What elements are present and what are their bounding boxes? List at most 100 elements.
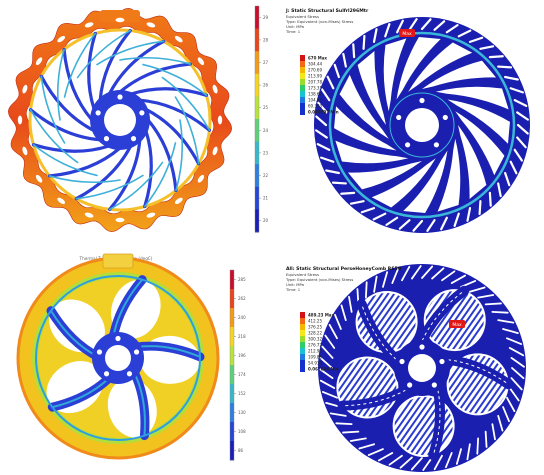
colorbar-segment: [255, 186, 259, 210]
legend-chip: [300, 360, 305, 366]
colorbar-segment: [230, 308, 234, 328]
colorbar-tick-label: 285: [238, 277, 246, 282]
thermal-top-panel: 29 28 27 26 25 24 23 22 21 20: [0, 0, 272, 240]
colorbar-segment: [230, 346, 234, 366]
stress-top-figure: J: Static Structural Sulfrl296Mtr Equiva…: [285, 8, 530, 233]
colorbar-segment: [230, 365, 234, 385]
legend-value: 109.88: [308, 355, 322, 360]
colorbar-segment: [230, 289, 234, 309]
colorbar-segment: [255, 96, 259, 120]
legend-value: 212.96: [308, 349, 322, 354]
colorbar-tick-label: 25: [263, 105, 269, 110]
colorbar-segment: [230, 403, 234, 423]
legend-chip: [300, 324, 305, 330]
legend-chip: [300, 312, 305, 318]
legend-chip: [300, 67, 305, 73]
colorbar-tick-label: 21: [263, 196, 269, 201]
legend-value: 304.44: [308, 62, 322, 67]
legend-chip: [300, 97, 305, 103]
thermal-top-figure: 29 28 27 26 25 24 23 22 21 20: [7, 5, 269, 233]
honeycomb-disc: [318, 264, 526, 472]
legend-chip: [300, 348, 305, 354]
colorbar-segment: [255, 28, 259, 52]
legend-chip: [300, 336, 305, 342]
legend-value: 0.067644 Min: [308, 367, 339, 372]
legend-value: 376.25: [308, 325, 322, 330]
stress-top-title: J: Static Structural Sulfrl296Mtr: [285, 8, 369, 14]
legend-value: 138.67: [308, 92, 322, 97]
colorbar-segment: [230, 384, 234, 404]
legend-value: 104.13: [308, 98, 322, 103]
legend-value: 489.23 Max: [308, 313, 335, 318]
stress-disc: [314, 17, 530, 233]
stress-bottom-figure: All: Static Structural PerseHoneyComb RS…: [285, 264, 526, 472]
stress-bottom-header: All: Static Structural PerseHoneyComb RS…: [285, 266, 401, 292]
stress-bottom-line-2: Type: Equivalent (von-Mises) Stress: [285, 277, 353, 282]
legend-value: 207.78: [308, 80, 322, 85]
stress-bottom-line-1: Equivalent Stress: [286, 272, 319, 277]
colorbar-tick-label: 24: [263, 128, 269, 133]
legend-value: 300.32: [308, 337, 322, 342]
legend-chip: [300, 366, 305, 372]
colorbar-tick-label: 26: [263, 83, 269, 88]
legend-value: 213.99: [308, 74, 322, 79]
colorbar-segment: [255, 119, 259, 143]
stress-top-line-3: Unit: MPa: [286, 24, 304, 29]
stress-bottom-line-4: Time: 1: [285, 287, 301, 292]
colorbar-tick-label: 29: [263, 15, 269, 20]
legend-value: 173.35: [308, 86, 322, 91]
stress-top-max-marker: Max: [399, 29, 415, 37]
colorbar-tick-label: 262: [238, 296, 246, 301]
thermal-colorbar: 29 28 27 26 25 24 23 22 21 20: [254, 5, 269, 233]
legend-value: 54.939: [308, 361, 322, 366]
legend-value: 412.25: [308, 319, 322, 324]
legend-chip: [300, 109, 305, 115]
stress-top-line-1: Equivalent Stress: [286, 14, 319, 19]
legend-value: 270.69: [308, 68, 322, 73]
legend-chip: [300, 61, 305, 67]
colorbar-segment: [255, 141, 259, 165]
colorbar-segment: [230, 327, 234, 347]
legend-chip: [300, 318, 305, 324]
colorbar-tick-label: 22: [263, 173, 269, 178]
legend-chip: [300, 330, 305, 336]
colorbar-tick-label: 108: [238, 429, 246, 434]
colorbar-tick-label: 20: [263, 218, 269, 223]
thermal-bottom-figure: Thermal Type: Temperature (degC) 2852622…: [16, 253, 246, 461]
legend-chip: [300, 103, 305, 109]
colorbar-segment: [230, 441, 234, 461]
thermal-bottom-panel: Thermal Type: Temperature (degC) 2852622…: [0, 240, 272, 475]
colorbar-segment: [230, 422, 234, 442]
thermal-arm-disc: [16, 253, 220, 460]
legend-chip: [300, 55, 305, 61]
stress-bottom-legend: 489.23 Max412.25376.25328.22300.32276.72…: [300, 312, 339, 372]
legend-chip: [300, 85, 305, 91]
colorbar-segment: [255, 164, 259, 188]
stress-bottom-max-label: Max: [452, 322, 462, 328]
stress-bottom-line-3: Unit: MPa: [286, 282, 304, 287]
legend-chip: [300, 91, 305, 97]
legend-value: 670 Max: [308, 56, 327, 61]
colorbar-segment: [255, 73, 259, 97]
legend-value: 276.72: [308, 343, 322, 348]
legend-value: 0.070797 Min: [308, 110, 339, 115]
legend-value: 69.303: [308, 104, 322, 109]
legend-chip: [300, 354, 305, 360]
colorbar-tick-label: 130: [238, 410, 246, 415]
stress-top-max-label: Max: [402, 31, 412, 37]
colorbar-tick-label: 23: [263, 150, 269, 155]
thermal-bottom-colorbar: 285 262 240 218 196 174 152 130 108 86: [229, 269, 246, 461]
stress-top-panel: J: Static Structural Sulfrl296Mtr Equiva…: [272, 0, 544, 240]
stress-top-line-4: Time: 1: [285, 29, 301, 34]
colorbar-tick-label: 196: [238, 353, 246, 358]
colorbar-tick-label: 174: [238, 372, 246, 377]
thermal-disc: [7, 7, 233, 233]
legend-chip: [300, 73, 305, 79]
colorbar-tick-label: 86: [238, 448, 244, 453]
colorbar-segment: [255, 6, 259, 30]
stress-bottom-title: All: Static Structural PerseHoneyComb RS…: [286, 266, 401, 272]
legend-value: 328.22: [308, 331, 322, 336]
colorbar-tick-label: 152: [238, 391, 246, 396]
stress-bottom-max-marker: Max: [449, 320, 465, 328]
stress-top-line-2: Type: Equivalent (von-Mises) Stress: [285, 19, 353, 24]
